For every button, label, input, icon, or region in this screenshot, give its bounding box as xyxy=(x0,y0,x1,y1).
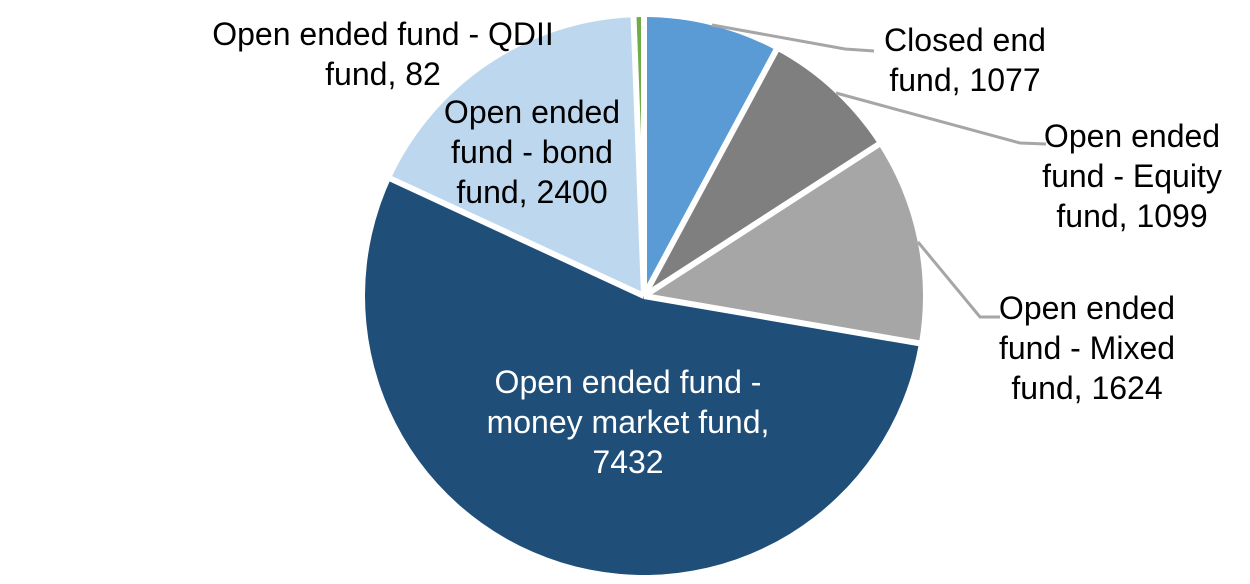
slice-separator xyxy=(643,293,922,347)
slice-separator xyxy=(642,140,882,299)
pie-slice-bond[interactable] xyxy=(390,17,644,296)
pie-slice-closed-end[interactable] xyxy=(644,17,777,296)
slice-separator xyxy=(630,15,647,297)
slice-separator xyxy=(387,175,646,299)
pie-slice-mixed[interactable] xyxy=(644,144,924,344)
slice-separator xyxy=(641,47,780,298)
leader-line-closed-end xyxy=(711,23,875,53)
pie-slice-equity[interactable] xyxy=(644,50,879,296)
leader-line-equity xyxy=(835,91,1047,146)
leader-line-mixed xyxy=(916,241,1000,319)
pie-slice-money-market[interactable] xyxy=(365,178,919,575)
